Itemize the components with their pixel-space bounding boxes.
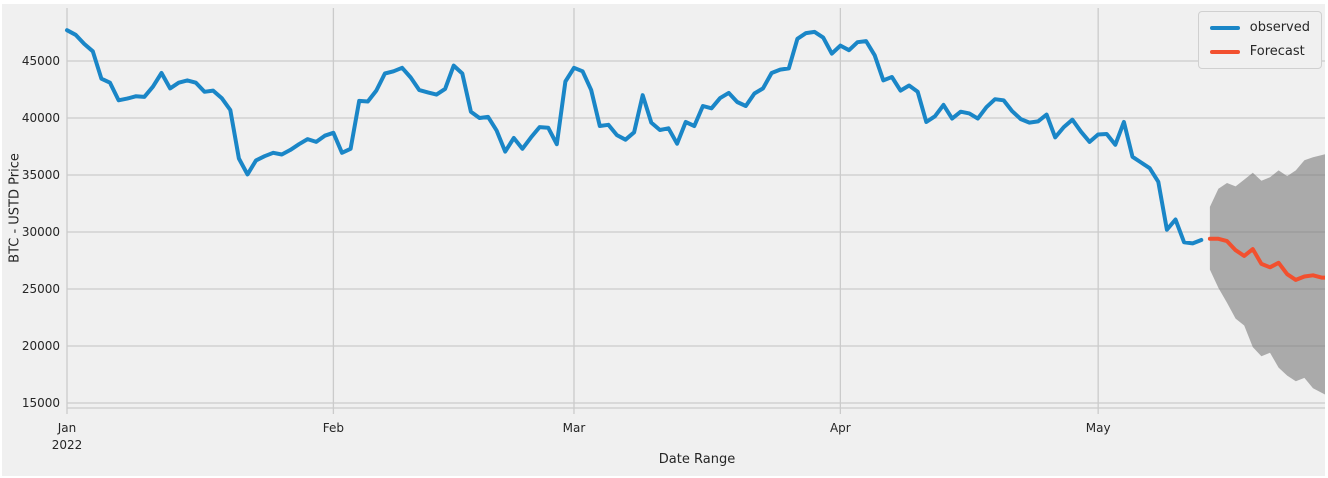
y-tick-label: 20000	[21, 338, 60, 353]
y-tick-label: 30000	[21, 224, 60, 239]
legend-label-observed: observed	[1249, 20, 1310, 35]
x-tick-label: Feb	[322, 421, 344, 435]
y-tick-label: 15000	[21, 395, 60, 410]
legend-label-forecast: Forecast	[1249, 44, 1305, 59]
gridlines	[66, 8, 1325, 408]
x-tick-label: Apr	[829, 421, 851, 435]
y-tick-label: 40000	[21, 111, 60, 125]
y-tick-label: 45000	[21, 54, 60, 68]
y-tick-label: 35000	[21, 167, 60, 182]
y-axis-title: BTC - USTD Price	[7, 153, 23, 263]
axis-ticks	[66, 407, 1325, 414]
x-tick-sublabel: 2022	[51, 438, 83, 452]
x-tick-label: May	[1085, 421, 1111, 435]
forecast-line-swatch	[1209, 49, 1240, 54]
y-tick-label: 25000	[21, 281, 60, 296]
x-axis-title: Date Range	[658, 452, 736, 467]
confidence-band	[1209, 154, 1325, 395]
forecast-line	[1207, 236, 1325, 282]
observed-line-swatch	[1209, 25, 1240, 30]
observed-line	[65, 28, 1204, 246]
legend-item-forecast: Forecast	[1209, 43, 1310, 60]
x-tick-label: Mar	[562, 421, 586, 435]
x-tick-label: Jan	[57, 421, 77, 435]
figure-background	[2, 4, 1325, 476]
legend: observed Forecast	[1197, 11, 1322, 69]
legend-item-observed: observed	[1209, 19, 1310, 36]
